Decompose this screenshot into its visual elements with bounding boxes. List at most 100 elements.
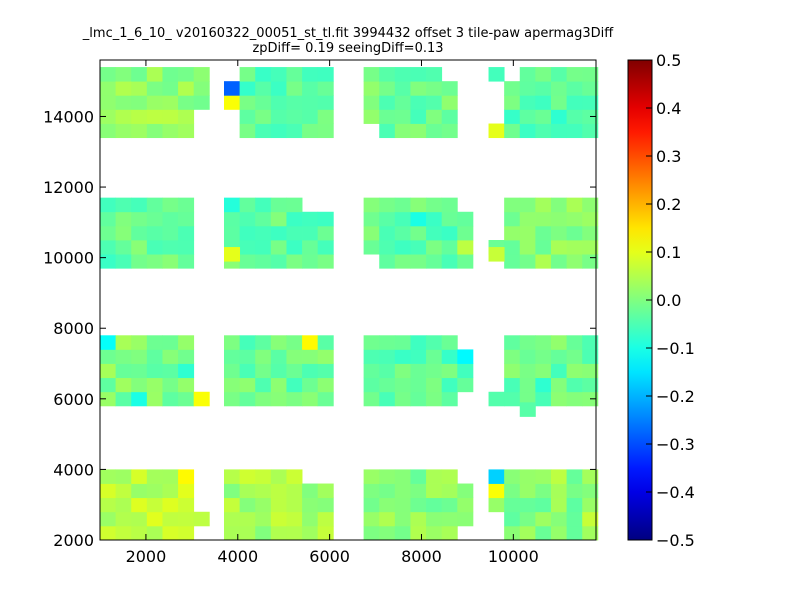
heatmap-cell bbox=[255, 254, 272, 269]
heatmap-cell bbox=[302, 377, 319, 393]
heatmap-cell bbox=[535, 95, 552, 110]
heatmap-cell bbox=[550, 211, 568, 227]
heatmap-cell bbox=[488, 483, 505, 499]
heatmap-cell bbox=[239, 377, 256, 393]
heatmap-cell bbox=[566, 123, 583, 139]
heatmap-cell bbox=[239, 335, 256, 350]
heatmap-cell bbox=[519, 211, 536, 227]
heatmap-cell bbox=[550, 391, 568, 407]
heatmap-cell bbox=[115, 511, 132, 527]
heatmap-cell bbox=[286, 254, 303, 269]
heatmap-cell bbox=[255, 335, 272, 350]
heatmap-cell bbox=[146, 525, 163, 541]
heatmap-cell bbox=[302, 109, 319, 124]
heatmap-cell bbox=[394, 225, 411, 241]
heatmap-cell bbox=[410, 211, 427, 227]
heatmap-cell bbox=[162, 335, 179, 350]
heatmap-cell bbox=[426, 211, 443, 227]
heatmap-cell bbox=[535, 123, 552, 139]
heatmap-cell bbox=[394, 363, 411, 379]
heatmap-cell bbox=[504, 109, 521, 124]
heatmap-cell bbox=[100, 497, 117, 513]
heatmap-cell bbox=[178, 67, 195, 82]
heatmap-cell bbox=[550, 240, 568, 255]
heatmap-cell bbox=[224, 483, 241, 499]
heatmap-cell bbox=[100, 511, 117, 527]
heatmap-cell bbox=[519, 240, 536, 255]
heatmap-cell bbox=[566, 81, 583, 96]
heatmap-cell bbox=[582, 197, 599, 213]
heatmap-cell bbox=[178, 349, 195, 364]
heatmap-cell bbox=[270, 483, 287, 499]
heatmap-cell bbox=[162, 483, 179, 499]
heatmap-cell bbox=[410, 240, 427, 255]
heatmap-cell bbox=[317, 67, 334, 82]
heatmap-cell bbox=[239, 67, 256, 82]
heatmap-cell bbox=[302, 349, 319, 364]
chart-subtitle: zpDiff= 0.19 seeingDiff=0.13 bbox=[252, 41, 443, 56]
heatmap-cell bbox=[286, 197, 303, 213]
heatmap-cell bbox=[394, 109, 411, 124]
heatmap-cell bbox=[317, 377, 334, 393]
plot-frame bbox=[99, 59, 597, 541]
heatmap-cell bbox=[255, 109, 272, 124]
heatmap-cell bbox=[550, 511, 568, 527]
heatmap-cell bbox=[131, 67, 148, 82]
heatmap-cell bbox=[224, 377, 241, 393]
heatmap-cell bbox=[131, 363, 148, 379]
heatmap-cell bbox=[224, 363, 241, 379]
x-tick-label: 10000 bbox=[488, 547, 539, 566]
heatmap-cell bbox=[379, 197, 396, 213]
x-tick-label: 8000 bbox=[401, 547, 442, 566]
heatmap-cell bbox=[239, 123, 256, 139]
heatmap-cell bbox=[457, 497, 474, 513]
heatmap-cell bbox=[270, 363, 287, 379]
heatmap-cell bbox=[146, 211, 163, 227]
heatmap-cell bbox=[504, 377, 521, 393]
heatmap-cell bbox=[115, 254, 132, 269]
heatmap-cell bbox=[131, 511, 148, 527]
heatmap-cell bbox=[178, 123, 195, 139]
heatmap-cell bbox=[535, 469, 552, 484]
heatmap-cell bbox=[550, 109, 568, 124]
heatmap-cell bbox=[317, 497, 334, 513]
heatmap-cell bbox=[550, 197, 568, 213]
heatmap-cell bbox=[255, 240, 272, 255]
heatmap-cell bbox=[100, 81, 117, 96]
heatmap-cell bbox=[100, 363, 117, 379]
heatmap-cell bbox=[410, 95, 427, 110]
heatmap-cell bbox=[504, 511, 521, 527]
heatmap-cell bbox=[286, 525, 303, 541]
heatmap-cell bbox=[410, 511, 427, 527]
heatmap-cell bbox=[363, 469, 380, 484]
heatmap-cell bbox=[270, 497, 287, 513]
heatmap-cell bbox=[519, 469, 536, 484]
heatmap-cell bbox=[566, 483, 583, 499]
heatmap-cell bbox=[426, 349, 443, 364]
heatmap-cell bbox=[410, 483, 427, 499]
heatmap-cell bbox=[115, 81, 132, 96]
heatmap-cell bbox=[255, 211, 272, 227]
heatmap-cell bbox=[441, 109, 458, 124]
heatmap-cell bbox=[426, 67, 443, 82]
heatmap-cell bbox=[504, 197, 521, 213]
heatmap-cell bbox=[535, 254, 552, 269]
heatmap-cell bbox=[115, 525, 132, 541]
heatmap-cell bbox=[131, 349, 148, 364]
heatmap-cell bbox=[286, 335, 303, 350]
heatmap-cell bbox=[146, 95, 163, 110]
heatmap-cell bbox=[410, 525, 427, 541]
y-tick-label: 10000 bbox=[43, 249, 94, 268]
heatmap-cell bbox=[317, 525, 334, 541]
heatmap-cell bbox=[100, 469, 117, 484]
heatmap-cell bbox=[146, 67, 163, 82]
y-tick-label: 6000 bbox=[53, 390, 94, 409]
heatmap-cell bbox=[239, 525, 256, 541]
heatmap-cell bbox=[488, 247, 505, 262]
heatmap-cell bbox=[363, 363, 380, 379]
heatmap-cell bbox=[394, 525, 411, 541]
heatmap-cell bbox=[131, 254, 148, 269]
heatmap-cell bbox=[178, 377, 195, 393]
heatmap-cell bbox=[286, 349, 303, 364]
heatmap-cell bbox=[519, 377, 536, 393]
